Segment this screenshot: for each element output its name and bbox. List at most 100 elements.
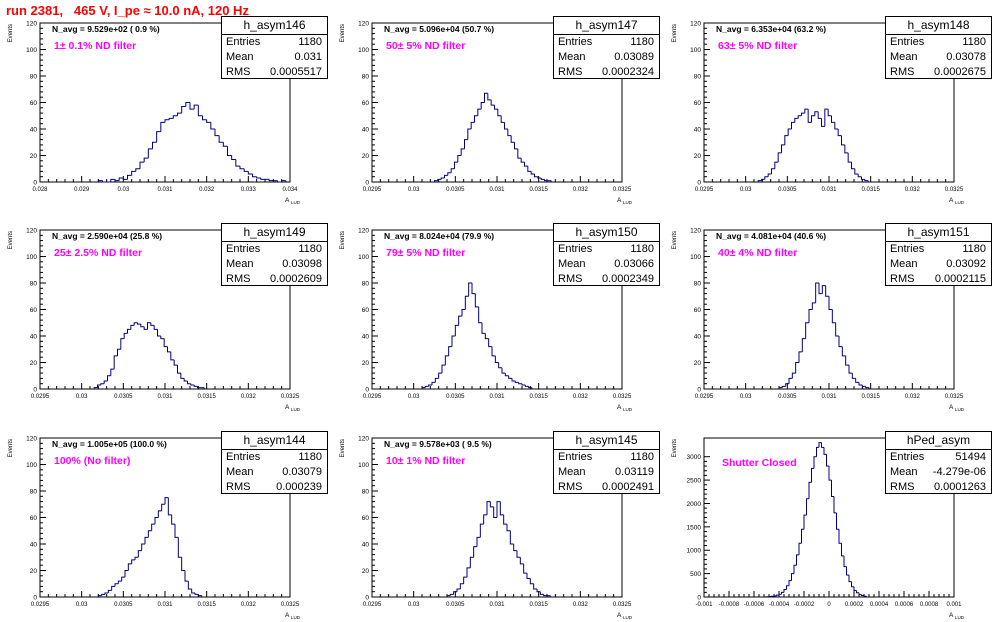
x-tick-label: 0.0325 [613, 394, 632, 400]
histogram-bin [497, 109, 502, 117]
x-tick-label: 0.031 [821, 187, 837, 193]
histogram-bin [124, 570, 129, 578]
x-tick-label: 0.0295 [31, 394, 50, 400]
histogram-bin [156, 131, 161, 143]
stats-label-entries: Entries [226, 243, 261, 255]
n-avg-annotation: N_avg = 5.096e+04 (50.7 %) [384, 24, 495, 34]
histogram-bin [191, 589, 195, 594]
stats-value-rms: 0.0002491 [602, 481, 654, 493]
x-tick-label: 0.0305 [446, 394, 465, 400]
histogram-bin [268, 179, 274, 182]
x-tick-label: 0.031 [157, 602, 173, 608]
y-tick-label: 40 [362, 334, 370, 341]
x-tick-label: 0.03 [76, 394, 88, 400]
histogram-bin [795, 362, 799, 374]
filter-note: 25± 2.5% ND filter [54, 247, 143, 259]
histogram-bin [791, 372, 796, 379]
histogram-bin [210, 122, 215, 130]
histogram-bin [514, 381, 519, 383]
histogram-bin [814, 111, 819, 116]
x-tick-label: 0.0305 [114, 602, 133, 608]
histogram-bin [808, 481, 812, 499]
x-tick-label: 0.0305 [446, 602, 465, 608]
x-axis-title-subscript: LUD [291, 407, 301, 412]
y-tick-label: 20 [30, 153, 38, 160]
stats-label-mean: Mean [226, 51, 254, 63]
y-tick-label: 80 [694, 74, 702, 81]
histogram-bin [534, 174, 538, 178]
histogram-panel-h_asym144: 0 20 40 60 80 100 120 0.0295 0.03 0.0305 0.031 0.03… [0, 415, 332, 622]
histogram-bin [834, 122, 839, 130]
y-tick-label: 20 [362, 360, 370, 367]
histogram-bin [434, 377, 439, 383]
stats-row-rms: RMS 0.0002675 [886, 65, 991, 80]
stats-value-mean: 0.03079 [282, 466, 322, 478]
x-tick-label: 0.028 [32, 187, 48, 193]
y-tick-label: 80 [362, 489, 370, 496]
histogram-bin [184, 570, 189, 582]
histogram-bin [185, 102, 190, 107]
histogram-bin [827, 109, 832, 117]
histogram-svg: 0 20 40 60 80 100 120 0.0295 0.03 0.0305 0.031 0.03… [672, 228, 965, 413]
histogram-bin [821, 118, 825, 127]
histogram-bin [524, 162, 528, 167]
histogram-bin [507, 129, 512, 137]
x-tick-label: 0.032 [241, 394, 257, 400]
y-tick-label: 100 [690, 47, 701, 54]
histogram-bin [835, 322, 839, 337]
y-tick-label: 1500 [687, 524, 702, 531]
n-avg-annotation: N_avg = 4.081e+04 (40.6 %) [716, 231, 827, 241]
stats-row-entries: Entries 1180 [222, 242, 327, 257]
x-tick-label: 0.03 [76, 602, 88, 608]
stats-box: h_asym147 Entries 1180 Mean 0.03089 RMS 0.0002… [553, 16, 660, 79]
histogram-name: h_asym148 [886, 17, 991, 35]
histogram-bin [767, 173, 772, 177]
histogram-bin [474, 115, 478, 123]
stats-box: h_asym146 Entries 1180 Mean 0.031 RMS 0.000551… [221, 16, 328, 79]
stats-label-mean: Mean [890, 258, 918, 270]
histogram-bin [139, 161, 145, 169]
histogram-bin [197, 105, 203, 117]
histogram-svg: 0 20 40 60 80 100 120 0.0295 0.03 0.0305 0.031 0.03… [340, 228, 633, 413]
x-tick-label: 0.0325 [945, 187, 964, 193]
histogram-bin [811, 467, 814, 483]
histogram-bin [783, 589, 787, 593]
histogram-bin [153, 325, 158, 330]
histogram-bin [499, 501, 504, 516]
histogram-bin [529, 578, 534, 585]
histogram-bin [824, 108, 829, 127]
histogram-bin [150, 322, 155, 326]
histogram-bins [93, 322, 205, 389]
histogram-bins [97, 102, 287, 183]
histogram-bin [501, 367, 506, 374]
histogram-bin [144, 536, 149, 544]
histogram-bin [858, 382, 863, 386]
histogram-bin [833, 496, 837, 514]
histogram-bin [777, 152, 782, 163]
histogram-bin [504, 373, 509, 377]
histogram-bin [831, 115, 835, 123]
stats-label-entries: Entries [558, 451, 593, 463]
histogram-bin [844, 144, 849, 154]
histogram-bin [817, 111, 822, 119]
x-tick-label: 0.0325 [613, 187, 632, 193]
x-tick-label: 0.0325 [613, 602, 632, 608]
histogram-bin [421, 387, 426, 389]
histogram-bin [514, 142, 518, 150]
stats-row-rms: RMS 0.0002349 [554, 272, 659, 287]
y-tick-label: 3000 [687, 454, 702, 461]
y-tick-label: 2000 [687, 501, 702, 508]
stats-label-rms: RMS [558, 481, 583, 493]
histogram-bin [171, 514, 175, 525]
histogram-bin [537, 176, 542, 179]
filter-note: 10± 1% ND filter [386, 455, 466, 467]
filter-note: 50± 5% ND filter [386, 40, 466, 52]
x-tick-label: 0.0295 [695, 394, 714, 400]
histogram-bin [544, 179, 548, 182]
x-tick-label: 0.0325 [945, 394, 964, 400]
stats-label-entries: Entries [890, 243, 925, 255]
stats-row-rms: RMS 0.0002115 [886, 272, 991, 287]
y-tick-label: 20 [694, 153, 702, 160]
stats-label-mean: Mean [558, 51, 586, 63]
histogram-bin [438, 372, 442, 379]
